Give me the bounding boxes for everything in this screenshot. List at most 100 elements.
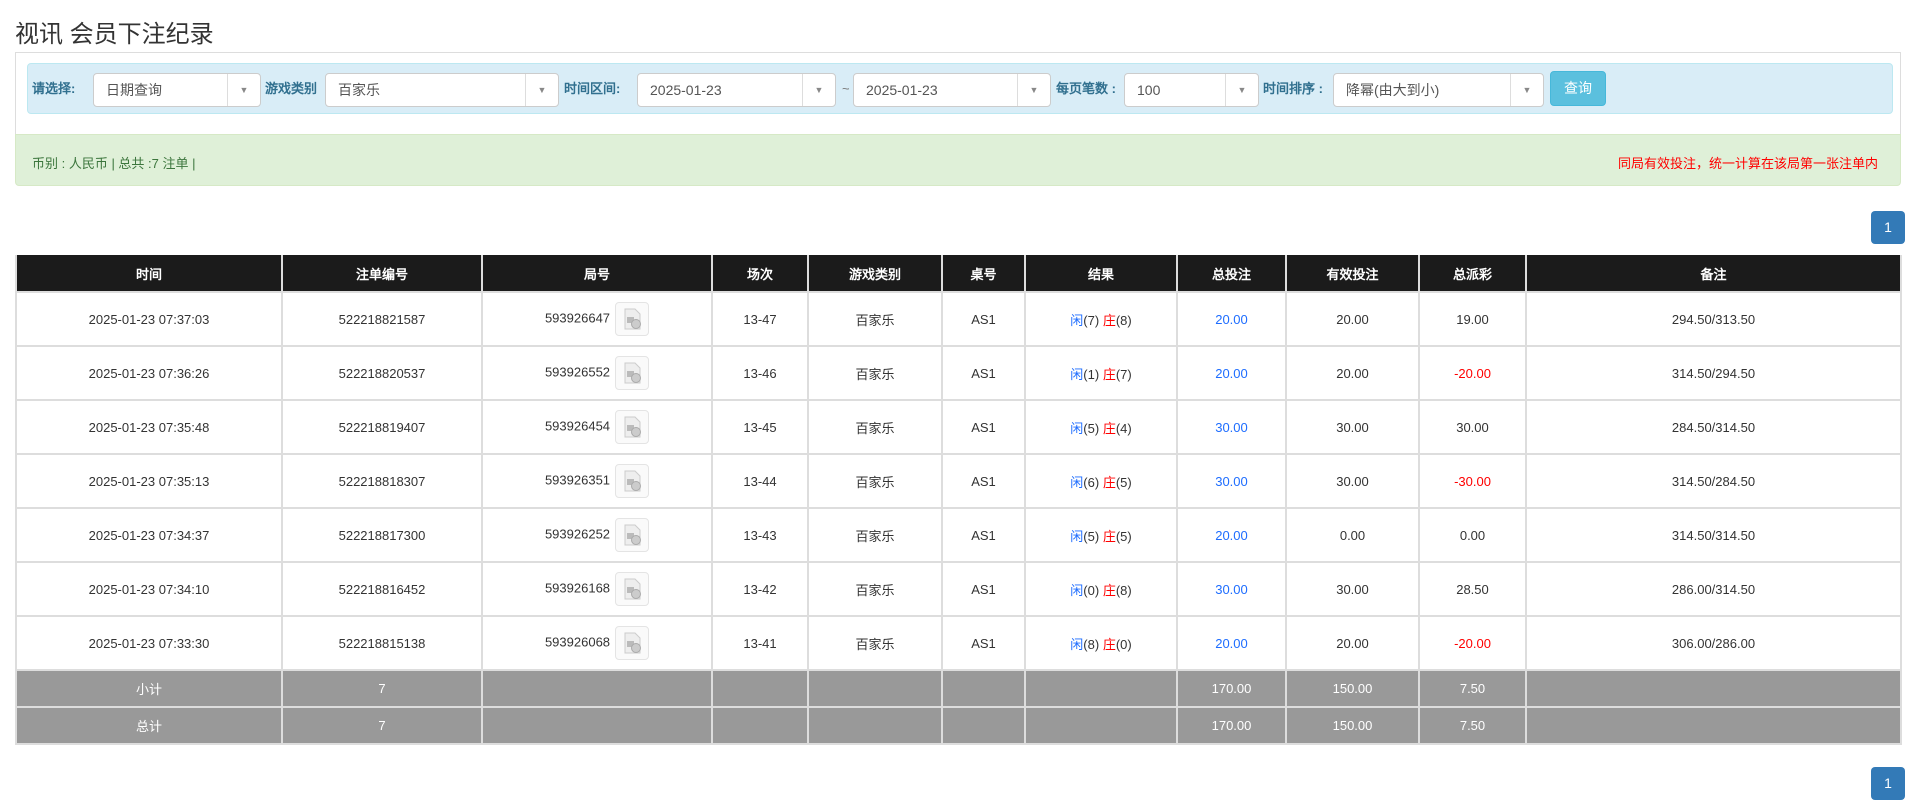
total-bet: 30.00: [1176, 561, 1287, 617]
sum-count: 7: [281, 706, 483, 745]
bet-time: 2025-01-23 07:36:26: [15, 345, 283, 401]
bet-number: 522218820537: [281, 345, 483, 401]
sum-count: 7: [281, 669, 483, 708]
player-label: 闲: [1070, 582, 1084, 598]
table-row: 2025-01-23 07:35:13 522218818307 5939263…: [15, 453, 1902, 509]
player-points: (0): [1083, 582, 1100, 598]
note: 286.00/314.50: [1525, 561, 1902, 617]
notice-text: 同局有效投注，统一计算在该局第一张注单内: [1617, 156, 1878, 171]
payout: 28.50: [1418, 561, 1527, 617]
game-type: 百家乐: [807, 615, 943, 671]
video-replay-icon[interactable]: [615, 356, 650, 390]
filter-bar: 请选择: 日期查询 ▼ 游戏类别 百家乐 ▼ 时间区间: 2025-01-23 ▼ ~…: [27, 63, 1893, 114]
player-label: 闲: [1070, 474, 1084, 490]
table-id: AS1: [941, 291, 1026, 347]
note: 306.00/286.00: [1525, 615, 1902, 671]
query-button[interactable]: 查询: [1550, 71, 1606, 106]
result: 闲(1) 庄(7): [1024, 345, 1178, 401]
bet-time: 2025-01-23 07:35:13: [15, 453, 283, 509]
bet-time: 2025-01-23 07:33:30: [15, 615, 283, 671]
column-header: 注单编号: [281, 255, 483, 293]
round-cell: 593926552: [481, 345, 713, 401]
result: 闲(6) 庄(5): [1024, 453, 1178, 509]
table-row: 2025-01-23 07:36:26 522218820537 5939265…: [15, 345, 1902, 401]
column-header: 场次: [711, 255, 809, 293]
banker-points: (4): [1115, 420, 1132, 436]
banker-label: 庄: [1102, 312, 1116, 328]
round-number: 593926552: [544, 364, 611, 380]
table-row: 2025-01-23 07:33:30 522218815138 5939260…: [15, 615, 1902, 671]
valid-bet: 20.00: [1285, 291, 1420, 347]
round-cell: 593926252: [481, 507, 713, 563]
table-id: AS1: [941, 345, 1026, 401]
select-label: 请选择:: [32, 81, 76, 96]
banker-points: (5): [1115, 474, 1132, 490]
payout: 0.00: [1418, 507, 1527, 563]
round-number: 593926068: [544, 634, 611, 650]
summary-alert: 币别 : 人民币 | 总共 :7 注单 | 同局有效投注，统一计算在该局第一张注…: [15, 134, 1901, 186]
query-type-select[interactable]: 日期查询 ▼: [93, 73, 261, 107]
sort-value: 降幂(由大到小): [1346, 82, 1440, 98]
round-number: 593926252: [544, 526, 611, 542]
video-replay-icon[interactable]: [615, 464, 650, 498]
sum-valid: 150.00: [1285, 706, 1420, 745]
sort-select[interactable]: 降幂(由大到小) ▼: [1333, 73, 1544, 107]
bet-time: 2025-01-23 07:37:03: [15, 291, 283, 347]
total-bet: 20.00: [1176, 507, 1287, 563]
per-page-select[interactable]: 100 ▼: [1124, 73, 1259, 107]
player-points: (8): [1083, 636, 1100, 652]
player-label: 闲: [1070, 420, 1084, 436]
pagination-page-top[interactable]: 1: [1871, 211, 1905, 244]
banker-points: (0): [1115, 636, 1132, 652]
page-title: 视讯 会员下注纪录: [15, 21, 214, 48]
banker-points: (7): [1115, 366, 1132, 382]
round-number: 593926168: [544, 580, 611, 596]
game-type: 百家乐: [807, 561, 943, 617]
result: 闲(0) 庄(8): [1024, 561, 1178, 617]
per-page-value: 100: [1137, 82, 1161, 98]
player-label: 闲: [1070, 366, 1084, 382]
sum-payout: 7.50: [1418, 706, 1527, 745]
result: 闲(5) 庄(4): [1024, 399, 1178, 455]
chevron-down-icon: ▼: [227, 74, 260, 106]
valid-bet: 20.00: [1285, 345, 1420, 401]
query-type-value: 日期查询: [106, 82, 162, 98]
game-type-select[interactable]: 百家乐 ▼: [325, 73, 559, 107]
banker-label: 庄: [1102, 474, 1116, 490]
column-header: 总投注: [1176, 255, 1287, 293]
round-cell: 593926168: [481, 561, 713, 617]
pagination-page-bottom[interactable]: 1: [1871, 767, 1905, 800]
game-type: 百家乐: [807, 399, 943, 455]
chevron-down-icon: ▼: [525, 74, 558, 106]
session: 13-46: [711, 345, 809, 401]
total-bet: 20.00: [1176, 291, 1287, 347]
round-number: 593926351: [544, 472, 611, 488]
game-type: 百家乐: [807, 291, 943, 347]
banker-label: 庄: [1102, 582, 1116, 598]
note: 314.50/284.50: [1525, 453, 1902, 509]
column-header: 局号: [481, 255, 713, 293]
payout: 19.00: [1418, 291, 1527, 347]
result: 闲(7) 庄(8): [1024, 291, 1178, 347]
date-from-select[interactable]: 2025-01-23 ▼: [637, 73, 836, 107]
bet-time: 2025-01-23 07:34:10: [15, 561, 283, 617]
video-replay-icon[interactable]: [615, 410, 650, 444]
table-row: 2025-01-23 07:34:10 522218816452 5939261…: [15, 561, 1902, 617]
session: 13-47: [711, 291, 809, 347]
video-replay-icon[interactable]: [615, 572, 650, 606]
bet-time: 2025-01-23 07:35:48: [15, 399, 283, 455]
video-replay-icon[interactable]: [615, 626, 650, 660]
session: 13-44: [711, 453, 809, 509]
date-to-value: 2025-01-23: [866, 82, 938, 98]
column-header: 游戏类别: [807, 255, 943, 293]
table-id: AS1: [941, 507, 1026, 563]
video-replay-icon[interactable]: [615, 302, 650, 336]
column-header: 桌号: [941, 255, 1026, 293]
valid-bet: 20.00: [1285, 615, 1420, 671]
sum-total: 170.00: [1176, 669, 1287, 708]
chevron-down-icon: ▼: [802, 74, 835, 106]
video-replay-icon[interactable]: [615, 518, 650, 552]
filter-panel: 请选择: 日期查询 ▼ 游戏类别 百家乐 ▼ 时间区间: 2025-01-23 ▼ ~…: [15, 52, 1901, 134]
date-to-select[interactable]: 2025-01-23 ▼: [853, 73, 1051, 107]
table-id: AS1: [941, 453, 1026, 509]
